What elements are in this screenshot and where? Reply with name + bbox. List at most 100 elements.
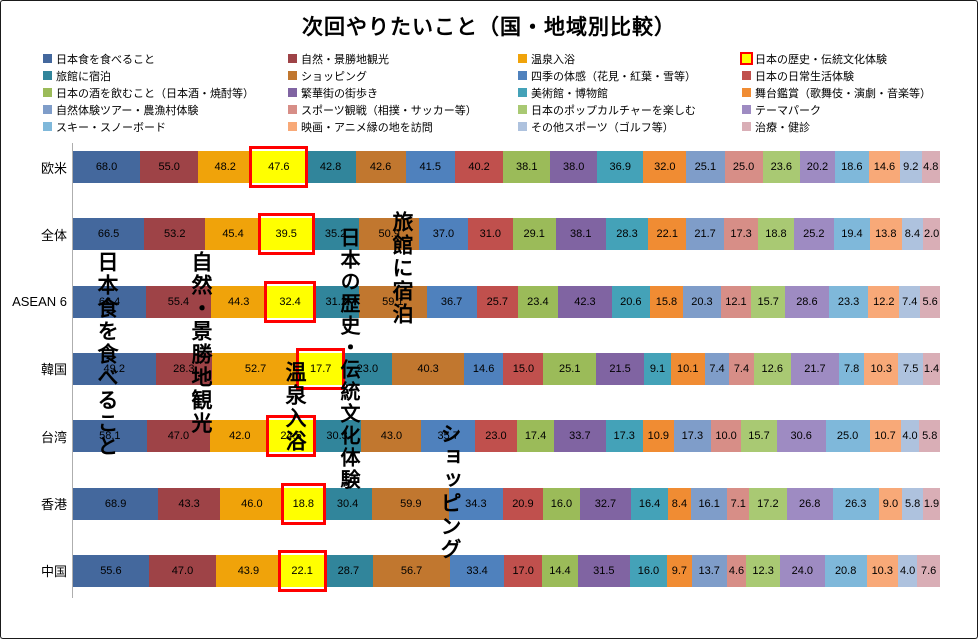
bar-segment: 12.6 bbox=[753, 352, 791, 385]
legend-swatch bbox=[43, 122, 52, 131]
bar-segment: 55.4 bbox=[146, 285, 211, 318]
legend-label: スキー・スノーボード bbox=[56, 121, 166, 134]
bar-segment: 35.2 bbox=[311, 218, 360, 251]
legend-swatch bbox=[742, 105, 751, 114]
segment-value: 25.2 bbox=[803, 228, 825, 241]
segment-value: 23.4 bbox=[527, 295, 549, 308]
segment-value: 10.7 bbox=[874, 430, 896, 443]
overlay-annotation: ショッピング bbox=[438, 423, 461, 561]
row-label: 韓国 bbox=[40, 362, 67, 378]
legend-swatch bbox=[43, 54, 52, 63]
segment-value: 25.1 bbox=[559, 362, 581, 375]
bar-segment: 53.2 bbox=[144, 218, 206, 251]
bar-segment: 16.1 bbox=[690, 487, 728, 520]
legend-column: 日本食を食べること 旅館に宿泊 日本の酒を飲むこと（日本酒・焼酎等） 自然体験ツアー・… bbox=[43, 50, 288, 135]
segment-value: 28.3 bbox=[173, 362, 195, 375]
segment-value: 8.4 bbox=[904, 228, 921, 241]
bar-segment: 14.4 bbox=[542, 554, 578, 587]
legend-item: 舞台鑑賞（歌舞伎・演劇・音楽等） bbox=[742, 84, 971, 101]
legend-swatch bbox=[518, 105, 527, 114]
segment-value: 28.3 bbox=[616, 228, 638, 241]
legend-label: テーマパーク bbox=[755, 104, 821, 117]
overlay-annotation: 日本の歴史・伝統文化体験 bbox=[337, 227, 359, 491]
stacked-bar: 68.0 55.0 48.2 47.6 42.8 42.6 41.5 40.2 38.1 38.0… bbox=[73, 146, 941, 188]
segment-value: 43.9 bbox=[237, 564, 260, 577]
segment-value: 25.0 bbox=[836, 430, 859, 443]
segment-value: 24.5 bbox=[280, 430, 302, 443]
segment-value: 50.9 bbox=[378, 228, 400, 241]
legend: 日本食を食べること 旅館に宿泊 日本の酒を飲むこと（日本酒・焼酎等） 自然体験ツアー・… bbox=[43, 50, 971, 135]
legend-label: 舞台鑑賞（歌舞伎・演劇・音楽等） bbox=[755, 87, 931, 100]
bar-segment: 31.0 bbox=[468, 218, 513, 251]
segment-value: 5.6 bbox=[922, 295, 938, 308]
segment-value: 59.1 bbox=[382, 295, 404, 308]
segment-value: 59.9 bbox=[400, 497, 422, 510]
legend-item: 美術館・博物館 bbox=[518, 84, 742, 101]
segment-value: 66.5 bbox=[97, 228, 120, 241]
segment-value: 19.4 bbox=[841, 228, 863, 241]
bar-segment: 1.4 bbox=[922, 352, 940, 385]
legend-column: 自然・景勝地観光 ショッピング 繁華街の街歩き スポーツ観戦（相撲・サッカー等） 映画・… bbox=[288, 50, 518, 135]
row-label: 香港 bbox=[40, 497, 67, 512]
segment-value: 55.6 bbox=[100, 564, 122, 577]
legend-swatch bbox=[43, 88, 52, 97]
bar-segment: 37.0 bbox=[418, 218, 468, 251]
legend-item: 日本のポップカルチャーを楽しむ bbox=[518, 101, 742, 118]
legend-label: 自然体験ツアー・農漁村体験 bbox=[56, 104, 199, 117]
segment-value: 7.4 bbox=[709, 362, 725, 375]
bar-segment: 7.4 bbox=[704, 352, 730, 385]
bar-segment: 20.6 bbox=[612, 285, 650, 318]
legend-swatch bbox=[742, 122, 751, 131]
legend-swatch bbox=[288, 71, 297, 80]
segment-value: 17.2 bbox=[757, 497, 779, 510]
bar-segment: 7.6 bbox=[917, 554, 940, 587]
bar-segment: 10.7 bbox=[869, 420, 901, 453]
segment-value: 20.2 bbox=[806, 161, 829, 173]
bar-segment: 47.0 bbox=[146, 420, 211, 453]
segment-value: 10.9 bbox=[647, 430, 669, 443]
bar-segment: 66.5 bbox=[73, 218, 145, 251]
bar-segment: 8.4 bbox=[667, 487, 691, 520]
chart-row: 欧米 68.0 55.0 48.2 47.6 42.8 42.6 41.5 40.2 38.1 38… bbox=[7, 146, 941, 188]
segment-value: 12.6 bbox=[761, 362, 783, 375]
segment-value: 39.5 bbox=[275, 228, 297, 241]
bar-segment: 5.8 bbox=[919, 420, 940, 453]
segment-value: 12.3 bbox=[752, 564, 774, 577]
chart-row: 台湾 58.1 47.0 42.0 24.5 30.3 43.0 35.7 23.0 17.4 33… bbox=[7, 415, 940, 458]
bar-segment: 13.7 bbox=[691, 554, 727, 587]
bar-segment: 25.1 bbox=[543, 352, 597, 385]
segment-value: 40.3 bbox=[417, 362, 439, 375]
legend-label: 日本の酒を飲むこと（日本酒・焼酎等） bbox=[56, 87, 254, 100]
segment-value: 22.1 bbox=[656, 228, 678, 241]
segment-value: 38.0 bbox=[563, 161, 585, 173]
bar-segment: 23.6 bbox=[762, 151, 800, 183]
bar-segment: 10.0 bbox=[710, 420, 742, 453]
segment-value: 42.0 bbox=[229, 430, 251, 443]
bar-segment: 55.6 bbox=[73, 554, 149, 587]
legend-swatch bbox=[518, 88, 527, 97]
segment-value: 43.3 bbox=[178, 497, 200, 510]
bar-segment: 7.8 bbox=[839, 352, 865, 385]
legend-label: 日本のポップカルチャーを楽しむ bbox=[531, 104, 696, 117]
bar-segment: 18.8 bbox=[758, 218, 794, 251]
chart-row: 全体 66.5 53.2 45.4 39.5 35.2 50.9 37.0 31.0 29.1 38… bbox=[7, 213, 941, 256]
segment-value: 44.3 bbox=[228, 295, 250, 308]
bar-segment: 17.0 bbox=[504, 554, 543, 587]
segment-value: 25.1 bbox=[694, 161, 717, 173]
bar-segment: 10.3 bbox=[864, 352, 899, 385]
legend-item: 温泉入浴 bbox=[518, 50, 742, 67]
bar-segment: 5.8 bbox=[902, 487, 923, 520]
segment-value: 22.1 bbox=[291, 564, 313, 577]
bar-segment: 20.2 bbox=[799, 151, 835, 183]
segment-value: 18.8 bbox=[765, 228, 787, 241]
segment-value: 42.6 bbox=[369, 161, 392, 173]
segment-value: 10.3 bbox=[871, 564, 893, 577]
segment-value: 36.7 bbox=[440, 295, 463, 308]
segment-value: 47.0 bbox=[171, 564, 194, 577]
bar-segment: 4.8 bbox=[921, 151, 941, 183]
segment-value: 17.4 bbox=[524, 430, 547, 443]
bar-segment: 43.0 bbox=[361, 420, 422, 453]
bar-segment: 29.1 bbox=[512, 218, 556, 251]
segment-value: 40.2 bbox=[468, 161, 490, 173]
segment-value: 28.7 bbox=[337, 564, 360, 577]
